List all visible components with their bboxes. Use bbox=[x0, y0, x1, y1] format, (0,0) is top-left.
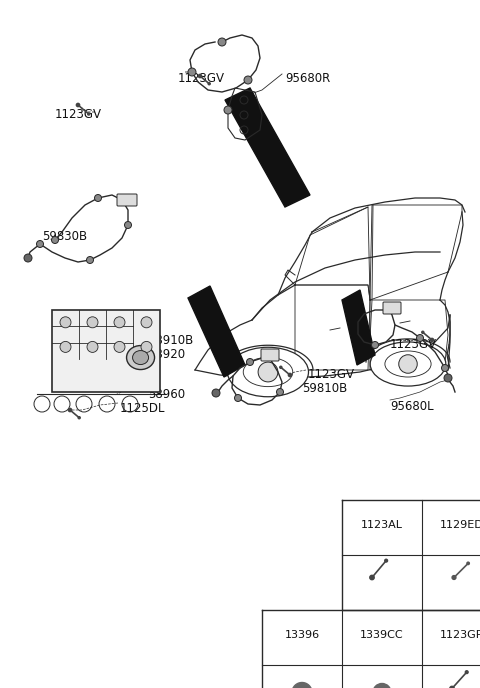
Circle shape bbox=[442, 365, 448, 372]
Circle shape bbox=[87, 341, 98, 352]
Circle shape bbox=[60, 341, 71, 352]
Circle shape bbox=[208, 83, 210, 85]
Text: 95680R: 95680R bbox=[285, 72, 330, 85]
Circle shape bbox=[370, 575, 374, 580]
Circle shape bbox=[218, 38, 226, 46]
Circle shape bbox=[422, 331, 424, 334]
Circle shape bbox=[95, 195, 101, 202]
Circle shape bbox=[212, 389, 220, 397]
Text: 1123GP: 1123GP bbox=[440, 630, 480, 640]
Polygon shape bbox=[188, 286, 245, 377]
Ellipse shape bbox=[132, 351, 149, 365]
Polygon shape bbox=[225, 88, 310, 207]
Circle shape bbox=[86, 257, 94, 264]
Text: 1123AL: 1123AL bbox=[361, 519, 403, 530]
Circle shape bbox=[384, 305, 392, 312]
Circle shape bbox=[385, 559, 387, 562]
Text: 1123GV: 1123GV bbox=[308, 368, 355, 381]
Circle shape bbox=[141, 316, 152, 327]
Text: 1125DL: 1125DL bbox=[120, 402, 166, 415]
Circle shape bbox=[373, 683, 391, 688]
Text: 1123GV: 1123GV bbox=[390, 338, 437, 351]
Text: 95680L: 95680L bbox=[390, 400, 433, 413]
Circle shape bbox=[36, 241, 44, 248]
Circle shape bbox=[244, 76, 252, 84]
Circle shape bbox=[88, 113, 90, 115]
Circle shape bbox=[298, 685, 307, 688]
Text: 1339CC: 1339CC bbox=[360, 630, 404, 640]
Circle shape bbox=[399, 355, 417, 373]
Circle shape bbox=[444, 374, 452, 382]
Circle shape bbox=[60, 316, 71, 327]
Circle shape bbox=[372, 341, 379, 349]
Circle shape bbox=[378, 686, 386, 688]
Text: 1123GV: 1123GV bbox=[178, 72, 225, 85]
Text: 59810B: 59810B bbox=[302, 382, 347, 395]
Circle shape bbox=[292, 682, 312, 688]
Polygon shape bbox=[342, 290, 375, 365]
Circle shape bbox=[258, 362, 278, 382]
Circle shape bbox=[467, 562, 469, 565]
Circle shape bbox=[114, 341, 125, 352]
FancyBboxPatch shape bbox=[117, 194, 137, 206]
Text: 1129ED: 1129ED bbox=[440, 519, 480, 530]
Circle shape bbox=[235, 394, 241, 402]
Text: 58910B: 58910B bbox=[148, 334, 193, 347]
Circle shape bbox=[247, 358, 253, 365]
Circle shape bbox=[76, 103, 80, 107]
Circle shape bbox=[68, 409, 72, 411]
Circle shape bbox=[431, 338, 433, 342]
Circle shape bbox=[288, 374, 292, 376]
Text: 58960: 58960 bbox=[148, 388, 185, 401]
Circle shape bbox=[280, 366, 282, 368]
Circle shape bbox=[51, 237, 59, 244]
Circle shape bbox=[114, 316, 125, 327]
Circle shape bbox=[452, 576, 456, 579]
Ellipse shape bbox=[228, 347, 309, 397]
FancyBboxPatch shape bbox=[261, 349, 279, 361]
Bar bbox=[52, 310, 160, 392]
Circle shape bbox=[78, 417, 80, 419]
Circle shape bbox=[450, 687, 454, 688]
Circle shape bbox=[188, 68, 196, 76]
Ellipse shape bbox=[127, 345, 155, 369]
Circle shape bbox=[417, 334, 423, 341]
Circle shape bbox=[141, 341, 152, 352]
Circle shape bbox=[224, 106, 232, 114]
Text: 59830B: 59830B bbox=[42, 230, 87, 243]
Circle shape bbox=[264, 352, 272, 358]
Ellipse shape bbox=[370, 342, 446, 386]
Text: 1123GV: 1123GV bbox=[55, 108, 102, 121]
Circle shape bbox=[198, 74, 202, 78]
Text: 13396: 13396 bbox=[285, 630, 320, 640]
Circle shape bbox=[24, 254, 32, 262]
Text: 58920: 58920 bbox=[148, 348, 185, 361]
Circle shape bbox=[124, 222, 132, 228]
Circle shape bbox=[465, 671, 468, 674]
Circle shape bbox=[87, 316, 98, 327]
Circle shape bbox=[276, 389, 284, 396]
FancyBboxPatch shape bbox=[383, 302, 401, 314]
